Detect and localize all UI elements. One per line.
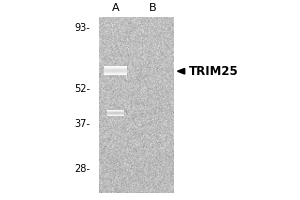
Text: 52-: 52-: [74, 84, 90, 94]
Text: TRIM25: TRIM25: [189, 65, 239, 78]
Text: 37-: 37-: [74, 119, 90, 129]
Text: A: A: [112, 3, 119, 13]
Polygon shape: [178, 68, 185, 74]
Text: 28-: 28-: [74, 164, 90, 174]
Text: B: B: [149, 3, 157, 13]
Text: 93-: 93-: [74, 23, 90, 33]
